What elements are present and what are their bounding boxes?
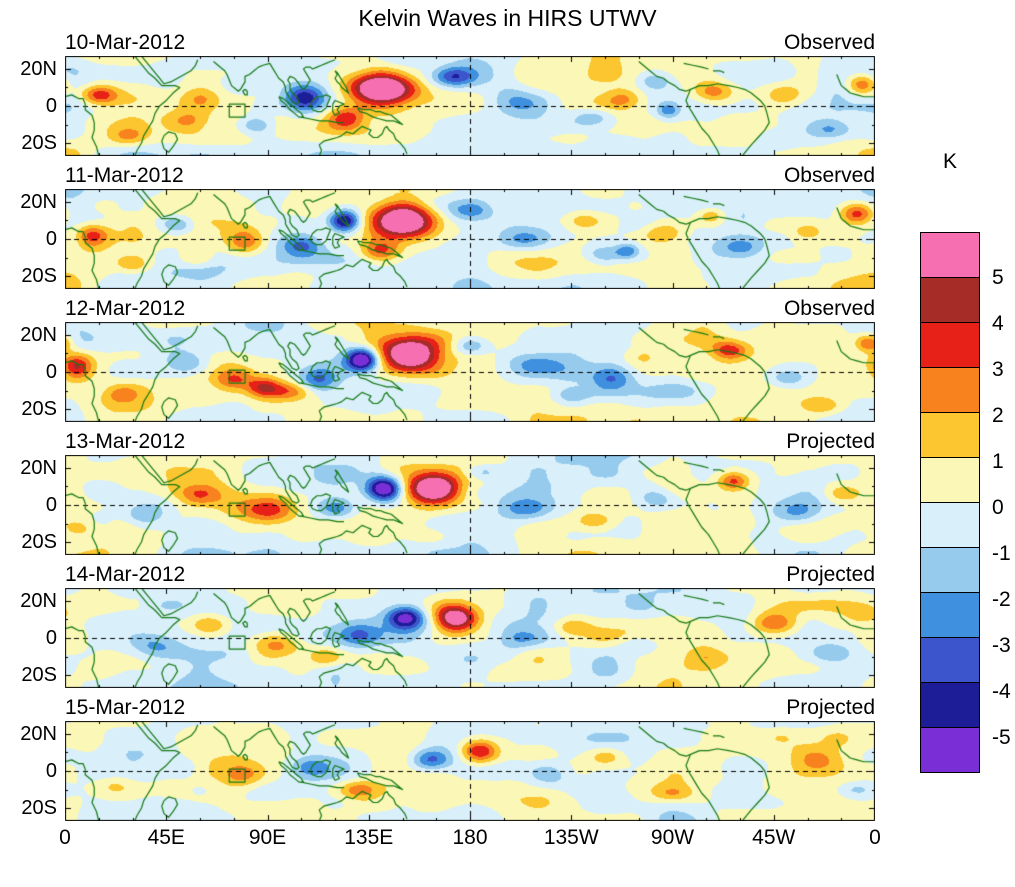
panel-date: 12-Mar-2012 [65, 297, 186, 320]
x-axis-tick-label: 135W [543, 826, 599, 849]
y-axis-label-20n: 20N [20, 324, 57, 346]
colorbar-cell [920, 277, 980, 323]
y-axis-label-20n: 20N [20, 457, 57, 479]
y-axis-label-20n: 20N [20, 723, 57, 745]
x-axis-tick-label: 135E [344, 826, 394, 849]
panel-mode-label: Observed [783, 31, 875, 54]
colorbar-tick-labels: 5 4 3 2 1 0 -1 -2 -3 -4 -5 [992, 232, 1015, 788]
panel-map-canvas [65, 721, 875, 821]
y-axis-label-20s: 20S [21, 398, 57, 420]
x-axis-tick-label: 180 [452, 826, 488, 849]
colorbar-cell [920, 502, 980, 548]
colorbar-tick-label: 2 [992, 404, 1004, 427]
y-axis-label-20n: 20N [20, 590, 57, 612]
panel-mode-label: Projected [786, 430, 875, 453]
colorbar-cell [920, 547, 980, 593]
y-axis-label-equator: 0 [45, 95, 57, 117]
colorbar-tick-label: 5 [992, 266, 1004, 289]
x-axis: 0 45E 90E 135E 180 135W 90W 45W 0 [59, 826, 881, 854]
y-axis-label-20s: 20S [21, 797, 57, 819]
y-axis-label-20n: 20N [20, 191, 57, 213]
colorbar-tick-label: -5 [992, 726, 1011, 749]
x-axis-tick-label: 0 [59, 826, 71, 849]
y-axis-label-20s: 20S [21, 132, 57, 154]
x-axis-tick-label: 90E [248, 826, 287, 849]
colorbar-tick-label: 0 [992, 496, 1004, 519]
colorbar-cell [920, 232, 980, 278]
colorbar-cell [920, 322, 980, 368]
x-axis-tick-label: 45E [147, 826, 185, 849]
panel-map-canvas [65, 322, 875, 422]
panel-mode-label: Projected [786, 563, 875, 586]
y-axis-label-equator: 0 [45, 494, 57, 516]
x-axis-tick-label: 0 [869, 826, 881, 849]
y-axis-label-equator: 0 [45, 627, 57, 649]
y-axis-label-equator: 0 [45, 361, 57, 383]
y-axis-label-equator: 0 [45, 228, 57, 250]
panel-map-canvas [65, 455, 875, 555]
colorbar-cell [920, 727, 980, 773]
panel-date: 11-Mar-2012 [65, 164, 184, 187]
panel-map-canvas [65, 189, 875, 289]
colorbar-tick-label: 4 [992, 312, 1004, 335]
y-axis-label-20n: 20N [20, 58, 57, 80]
colorbar-tick-label: 1 [992, 450, 1004, 473]
colorbar-tick-label: -1 [992, 542, 1011, 565]
colorbar-tick-label: 3 [992, 358, 1004, 381]
panel-mode-label: Projected [786, 696, 875, 719]
y-axis-label-20s: 20S [21, 664, 57, 686]
y-axis-label-equator: 0 [45, 760, 57, 782]
colorbar [920, 232, 980, 773]
panel: 15-Mar-2012 Projected 20N 0 20S [0, 695, 1015, 821]
colorbar-tick-label: -3 [992, 634, 1011, 657]
panel-date: 14-Mar-2012 [65, 563, 186, 586]
panel: 13-Mar-2012 Projected 20N 0 20S [0, 429, 1015, 555]
colorbar-cell [920, 592, 980, 638]
colorbar-tick-label: -2 [992, 588, 1011, 611]
colorbar-unit-label: K [942, 150, 957, 173]
panel: 12-Mar-2012 Observed 20N 0 20S [0, 296, 1015, 422]
panel-map-canvas [65, 588, 875, 688]
colorbar-cell [920, 637, 980, 683]
colorbar-tick-label: -4 [992, 680, 1011, 703]
y-axis-label-20s: 20S [21, 531, 57, 553]
colorbar-cell [920, 457, 980, 503]
figure-title: Kelvin Waves in HIRS UTWV [358, 5, 657, 31]
panel-mode-label: Observed [783, 297, 875, 320]
x-axis-tick-label: 45W [752, 826, 796, 849]
colorbar-cell [920, 412, 980, 458]
x-axis-tick-label: 90W [650, 826, 695, 849]
panel: 14-Mar-2012 Projected 20N 0 20S [0, 562, 1015, 688]
panel: 11-Mar-2012 Observed 20N 0 20S [0, 163, 1015, 289]
panel-date: 13-Mar-2012 [65, 430, 186, 453]
colorbar-cell [920, 367, 980, 413]
panel: 10-Mar-2012 Observed 20N 0 20S [0, 30, 1015, 156]
colorbar-cell [920, 682, 980, 728]
y-axis-label-20s: 20S [21, 265, 57, 287]
panel-date: 15-Mar-2012 [65, 696, 186, 719]
panel-map-canvas [65, 56, 875, 156]
panel-mode-label: Observed [783, 164, 875, 187]
panel-date: 10-Mar-2012 [65, 31, 186, 54]
